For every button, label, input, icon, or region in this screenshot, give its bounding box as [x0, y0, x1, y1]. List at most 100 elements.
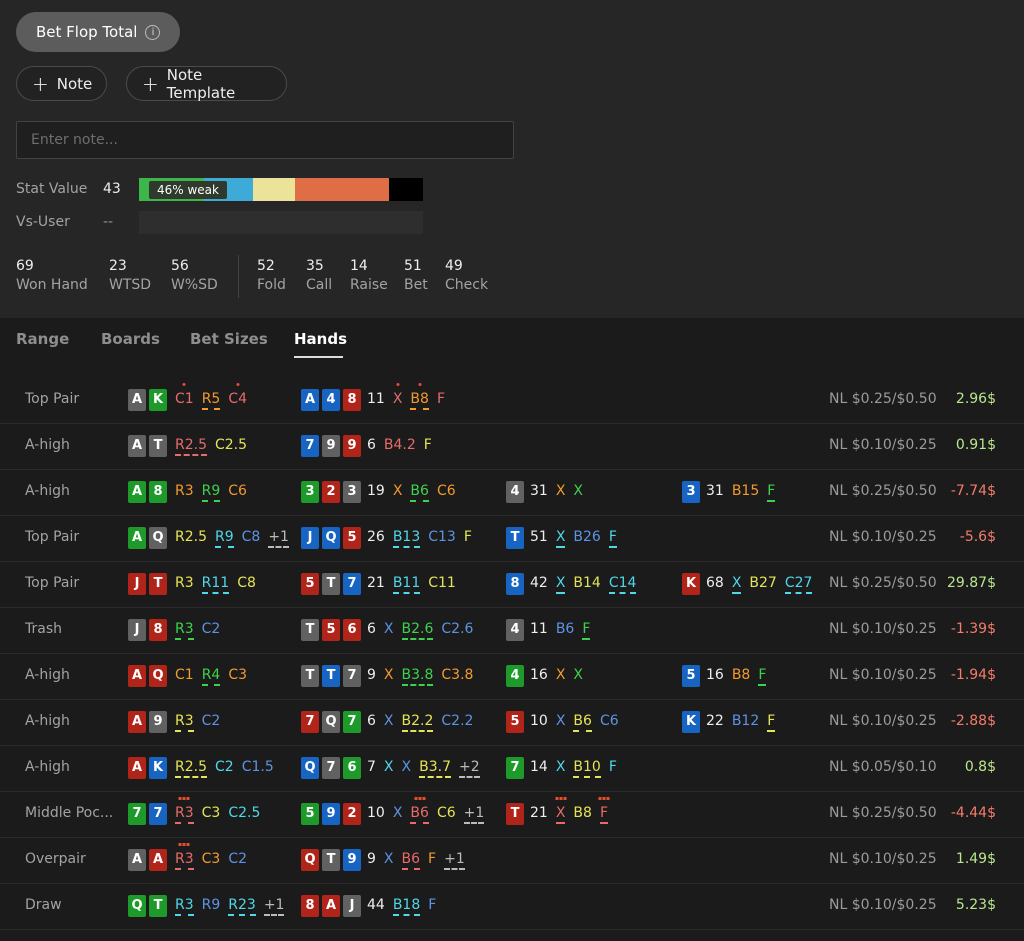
playing-card: T	[149, 435, 167, 457]
action-token: F	[428, 897, 437, 913]
playing-card: Q	[149, 665, 167, 687]
stakes-label: NL $0.10/$0.25	[829, 621, 937, 637]
action-token: C3	[201, 805, 221, 821]
street-turn: 8 42 X B14 C14	[506, 573, 644, 595]
info-icon[interactable]: i	[145, 24, 161, 40]
playing-card: Q	[301, 849, 319, 871]
action-token: B6	[401, 851, 421, 870]
hand-row[interactable]: A-high A 8 R3 R9 C6 3 2 3 19 X B6 C6 4 31 X X 3 31 B15 F NL $…	[0, 470, 1024, 516]
metric-won-hand: 69 Won Hand	[16, 258, 88, 293]
action-token: C2	[228, 851, 248, 867]
action-token: X	[555, 667, 566, 683]
action-token: R3	[175, 897, 194, 916]
tab-range[interactable]: Range	[16, 330, 70, 348]
playing-card: A	[128, 527, 146, 549]
hand-row[interactable]: Trash J 8 R3 C2 T 5 6 6 X B2.6 C2.6 4 11 B6 F NL $0.10/$…	[0, 608, 1024, 654]
playing-card: 4	[506, 665, 524, 687]
metric-wsd: 56 W%SD	[171, 258, 218, 293]
hand-row[interactable]: Draw Q T R3 R9 R23 +1 8 A J 44 B18 F NL $0.10/$0.25 5.…	[0, 884, 1024, 930]
pot-size: 31	[530, 483, 548, 499]
profit-loss: -4.44$	[950, 805, 996, 821]
action-token: B3.8	[401, 667, 434, 686]
playing-card: T	[149, 895, 167, 917]
action-token: B18	[392, 897, 421, 916]
hand-category: Top Pair	[25, 391, 80, 407]
street-turn: 4 31 X X	[506, 481, 591, 503]
action-token: F	[428, 851, 437, 867]
street-flop: 8 A J 44 B18 F	[301, 895, 444, 917]
action-token: B26	[573, 529, 601, 545]
street-turn: 7 14 X B10 F	[506, 757, 625, 779]
tab-hands[interactable]: Hands	[294, 330, 348, 348]
playing-card: T	[301, 619, 319, 641]
add-note-button[interactable]: + Note	[16, 66, 107, 101]
stat-bar-segment	[252, 178, 296, 201]
action-token: C6	[599, 713, 619, 729]
hand-row[interactable]: Middle Poc... 7 7 R3 C3 C2.5 5 9 2 10 X B6 C6 +1 T 21 X B…	[0, 792, 1024, 838]
tab-boards[interactable]: Boards	[101, 330, 160, 348]
stakes-label: NL $0.10/$0.25	[829, 437, 937, 453]
playing-card: T	[322, 849, 340, 871]
playing-card: A	[128, 389, 146, 411]
hand-row[interactable]: A-high A T R2.5 C2.5 7 9 9 6 B4.2 F NL $0.10/$0.25 0…	[0, 424, 1024, 470]
action-token: C2	[201, 621, 221, 637]
action-token: X	[383, 621, 394, 637]
pot-size: 6	[367, 713, 376, 729]
action-token: X	[383, 759, 394, 775]
playing-card: A	[128, 435, 146, 457]
hand-row[interactable]: Top Pair J T R3 R11 C8 5 T 7 21 B11 C11 8 42 X B14 C14 K 6…	[0, 562, 1024, 608]
action-token: F	[608, 529, 617, 548]
hand-category: A-high	[25, 759, 70, 775]
pot-size: 11	[530, 621, 548, 637]
action-token: +1	[263, 897, 285, 916]
hand-row[interactable]: Overpair A A R3 C3 C2 Q T 9 9 X B6 F +1 NL $0.10/$0.25…	[0, 838, 1024, 884]
street-turn: 5 10 X B6 C6	[506, 711, 627, 733]
action-token: C1	[175, 383, 194, 407]
street-preflop: A Q C1 R4 C3	[128, 665, 255, 687]
hand-category: A-high	[25, 713, 70, 729]
action-token: C3	[201, 851, 221, 867]
hand-row[interactable]: A-high A 9 R3 C2 7 Q 7 6 X B2.2 C2.2 5 10 X B6 C6 K 22 B12 F…	[0, 700, 1024, 746]
stat-name-pill[interactable]: Bet Flop Total i	[16, 12, 181, 52]
street-preflop: A K R2.5 C2 C1.5	[128, 757, 282, 779]
action-token: B6	[410, 483, 429, 502]
pot-size: 19	[367, 483, 385, 499]
playing-card: T	[322, 573, 340, 595]
action-token: X	[555, 483, 566, 499]
stakes-label: NL $0.25/$0.50	[829, 391, 937, 407]
profit-loss: -1.94$	[950, 667, 996, 683]
playing-card: 7	[343, 711, 361, 733]
playing-card: Q	[149, 527, 167, 549]
action-token: B8	[731, 667, 751, 683]
action-token: C6	[228, 483, 247, 499]
tab-bar: Range Boards Bet Sizes Hands	[0, 318, 1024, 368]
action-token: +1	[444, 851, 465, 870]
stat-strength-badge: 46% weak	[149, 181, 227, 199]
street-preflop: A K C1 R5 C4	[128, 383, 255, 411]
tab-bet-sizes[interactable]: Bet Sizes	[190, 330, 268, 348]
action-token: B6	[573, 713, 592, 732]
stakes-label: NL $0.25/$0.50	[829, 575, 937, 591]
note-template-button[interactable]: + Note Template	[126, 66, 287, 102]
hand-row[interactable]: Top Pair A K C1 R5 C4 A 4 8 11 X B8 F NL $0.25/$0.50 2…	[0, 378, 1024, 424]
action-token: B27	[749, 575, 777, 591]
hand-row[interactable]: A-high A Q C1 R4 C3 T T 7 9 X B3.8 C3.8 4 16 X X 5 16 B8 F NL…	[0, 654, 1024, 700]
active-tab-indicator	[294, 356, 343, 358]
stakes-label: NL $0.10/$0.25	[829, 897, 937, 913]
metric-raise: 14 Raise	[350, 258, 388, 293]
playing-card: 7	[301, 711, 319, 733]
note-input[interactable]	[16, 121, 514, 159]
vs-user-label: Vs-User	[16, 214, 70, 230]
playing-card: 7	[301, 435, 319, 457]
pot-size: 26	[367, 529, 385, 545]
profit-loss: -5.6$	[959, 529, 996, 545]
playing-card: 3	[301, 481, 319, 503]
playing-card: 8	[301, 895, 319, 917]
action-token: X	[383, 667, 394, 683]
hand-row[interactable]: A-high A K R2.5 C2 C1.5 Q 7 6 7 X X B3.7 +2 7 14 X B10 F NL…	[0, 746, 1024, 792]
pot-size: 9	[367, 851, 376, 867]
playing-card: Q	[301, 757, 319, 779]
playing-card: T	[149, 573, 167, 595]
hand-row[interactable]: Top Pair A Q R2.5 R9 C8 +1 J Q 5 26 B13 C13 F T 51 X B26 F…	[0, 516, 1024, 562]
pot-size: 51	[530, 529, 548, 545]
